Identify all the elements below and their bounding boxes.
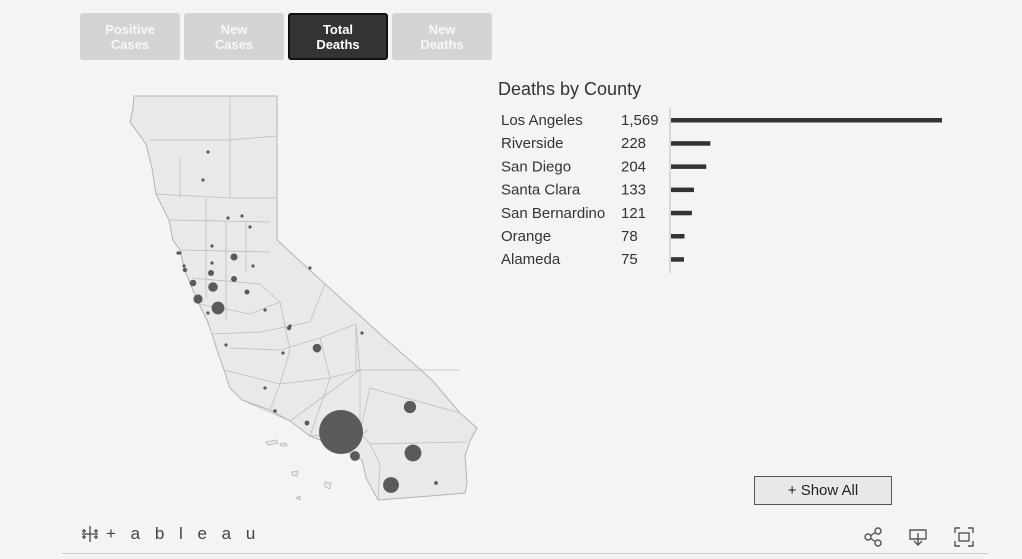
category-label: Orange <box>501 228 551 245</box>
category-label: Los Angeles <box>501 112 583 129</box>
bubble-marin[interactable] <box>182 267 188 273</box>
bubble-san-bernardino[interactable] <box>403 400 417 414</box>
tab-label-line2: Deaths <box>316 36 360 52</box>
bar-san-diego[interactable] <box>671 164 707 169</box>
bubble-yolo[interactable] <box>210 244 214 248</box>
value-label: 133 <box>621 182 646 199</box>
value-label: 121 <box>621 205 646 222</box>
category-label: San Diego <box>501 158 571 175</box>
county-bubbles <box>176 150 438 493</box>
bubble-san-joaquin[interactable] <box>231 276 237 282</box>
california-county-map[interactable] <box>120 88 490 508</box>
value-label: 204 <box>621 158 646 175</box>
bubble-inyo[interactable] <box>360 331 364 335</box>
tab-label-line2: Cases <box>110 36 150 52</box>
tab-label-line2: Deaths <box>420 36 464 52</box>
tableau-plus-icon <box>82 526 98 542</box>
tab-label-line1: Positive <box>105 21 155 37</box>
bubble-stanislaus[interactable] <box>244 289 250 295</box>
bubble-butte[interactable] <box>201 178 205 182</box>
bubble-santa-clara[interactable] <box>211 301 225 315</box>
bubble-imperial[interactable] <box>434 481 438 485</box>
bubble-humboldt[interactable] <box>178 251 182 255</box>
bubble-tuolumne[interactable] <box>251 264 255 268</box>
bubble-tulare[interactable] <box>312 343 322 353</box>
tab-label-line1: Total <box>322 21 354 37</box>
metric-tabs: Positive Cases New Cases Total Deaths Ne… <box>80 13 492 60</box>
tableau-wordmark: + a b l e a u <box>106 524 261 543</box>
bubble-solano[interactable] <box>210 261 214 265</box>
category-label: San Bernardino <box>501 205 605 222</box>
bar-santa-clara[interactable] <box>671 187 694 193</box>
tab-label-line2: Cases <box>214 36 254 52</box>
value-label: 75 <box>621 251 638 268</box>
bubble-mendocino[interactable] <box>182 264 186 268</box>
bubble-san-luis-obispo[interactable] <box>263 386 267 390</box>
bar-los-angeles[interactable] <box>671 118 942 123</box>
value-label: 228 <box>621 135 646 152</box>
bubble-kings[interactable] <box>281 351 285 355</box>
bar-orange[interactable] <box>671 234 685 239</box>
bubble-monterey[interactable] <box>224 343 228 347</box>
state-outline <box>129 95 478 501</box>
bubble-los-angeles[interactable] <box>319 410 363 454</box>
bubble-santa-cruz[interactable] <box>206 311 210 315</box>
footer-divider <box>62 553 988 554</box>
chart-title: Deaths by County <box>498 79 642 99</box>
channel-islands <box>265 439 332 501</box>
share-icon[interactable] <box>862 526 884 548</box>
deaths-by-county-chart: Los Angeles 1,569 Riverside 228 San Diego 204… <box>501 108 942 273</box>
bubble-san-diego[interactable] <box>383 477 399 493</box>
bubble-el-dorado[interactable] <box>240 214 244 218</box>
bubble-orange[interactable] <box>350 451 360 461</box>
tab-new-cases[interactable]: New Cases <box>184 13 284 60</box>
tab-positive-cases[interactable]: Positive Cases <box>80 13 180 60</box>
bubble-san-mateo[interactable] <box>193 294 203 304</box>
bubble-santa-barbara[interactable] <box>273 409 277 413</box>
download-icon[interactable] <box>907 526 929 548</box>
tab-label-line1: New <box>220 21 248 37</box>
show-all-button[interactable]: + Show All <box>754 476 892 505</box>
bubble-sacramento[interactable] <box>230 253 238 261</box>
bubble-ventura[interactable] <box>304 420 310 426</box>
bar-alameda[interactable] <box>671 257 684 262</box>
bubble-nevada[interactable] <box>226 216 230 220</box>
bubble-alameda[interactable] <box>208 282 218 292</box>
tableau-logo[interactable]: + a b l e a u <box>80 524 260 544</box>
bubble-madera[interactable] <box>288 324 292 328</box>
bubble-riverside[interactable] <box>404 444 422 462</box>
bubble-mono[interactable] <box>308 266 312 270</box>
value-label: 1,569 <box>621 112 659 129</box>
tab-total-deaths[interactable]: Total Deaths <box>288 13 388 60</box>
bubble-shasta[interactable] <box>206 150 210 154</box>
fullscreen-icon[interactable] <box>953 526 975 548</box>
tab-label-line1: New <box>428 21 456 37</box>
california-shape[interactable] <box>129 95 478 501</box>
category-label: Alameda <box>501 251 561 268</box>
bar-san-bernardino[interactable] <box>671 210 692 216</box>
tab-new-deaths[interactable]: New Deaths <box>392 13 492 60</box>
bar-riverside[interactable] <box>671 141 711 146</box>
bubble-placer[interactable] <box>248 225 252 229</box>
category-label: Riverside <box>501 135 564 152</box>
category-label: Santa Clara <box>501 182 581 199</box>
value-label: 78 <box>621 228 638 245</box>
bubble-san-francisco[interactable] <box>189 279 197 287</box>
bubble-contra-costa[interactable] <box>208 270 214 276</box>
bubble-merced[interactable] <box>263 308 267 312</box>
